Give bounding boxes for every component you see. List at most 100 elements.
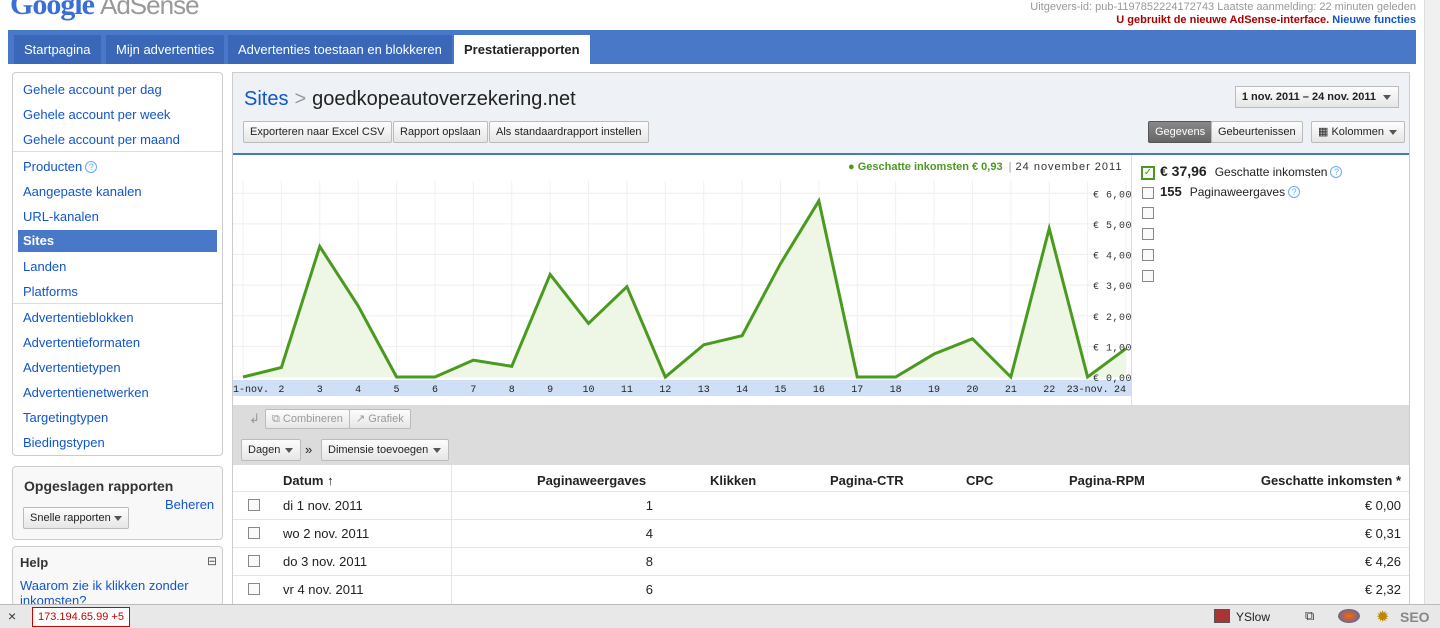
sidebar-item-ad-types[interactable]: Advertentietypen bbox=[23, 360, 121, 375]
save-report-button[interactable]: Rapport opslaan bbox=[393, 121, 488, 143]
tab-performance-reports[interactable]: Prestatierapporten bbox=[454, 35, 590, 64]
sidebar-item-bid-types[interactable]: Biedingstypen bbox=[23, 435, 105, 450]
metric-checkbox[interactable] bbox=[1142, 186, 1154, 199]
sidebar-item-sites[interactable]: Sites bbox=[18, 230, 217, 252]
tab-my-ads[interactable]: Mijn advertenties bbox=[106, 35, 225, 64]
combine-button[interactable]: ⧉ Combineren bbox=[265, 409, 350, 429]
data-point[interactable] bbox=[394, 374, 400, 380]
earnings-chart[interactable]: € 0,00 € 1,00 € 2,00 € 3,00 € 4,00 € 5,00 € 6,… bbox=[233, 155, 1131, 407]
export-csv-button[interactable]: Exporteren naar Excel CSV bbox=[243, 121, 392, 143]
data-point[interactable] bbox=[662, 374, 668, 380]
help-icon[interactable]: ? bbox=[85, 161, 98, 173]
col-pageviews[interactable]: Paginaweergaves bbox=[537, 473, 647, 488]
data-point[interactable] bbox=[777, 261, 783, 267]
col-page-ctr[interactable]: Pagina-CTR bbox=[830, 473, 904, 488]
x-tick-label: 22 bbox=[1043, 385, 1055, 396]
col-page-rpm[interactable]: Pagina-RPM bbox=[1069, 473, 1145, 488]
sidebar-item-ad-formats[interactable]: Advertentieformaten bbox=[23, 335, 141, 350]
ip-address-badge[interactable]: 173.194.65.99 +5 bbox=[32, 607, 130, 627]
data-point[interactable] bbox=[240, 374, 246, 380]
data-point[interactable] bbox=[624, 284, 630, 290]
table-row[interactable]: vr 4 nov. 2011 6 € 2,32 bbox=[233, 575, 1409, 603]
date-range-dropdown[interactable]: 1 nov. 2011 – 24 nov. 2011 bbox=[1234, 86, 1399, 108]
data-point[interactable] bbox=[1008, 374, 1014, 380]
gear-icon[interactable]: ✹ bbox=[1376, 609, 1390, 626]
col-date[interactable]: Datum ↑ bbox=[283, 473, 334, 488]
data-point[interactable] bbox=[739, 333, 745, 339]
close-icon[interactable]: × bbox=[8, 608, 17, 624]
events-toggle-button[interactable]: Gebeurtenissen bbox=[1211, 121, 1303, 143]
data-point[interactable] bbox=[432, 374, 438, 380]
table-row[interactable]: di 1 nov. 2011 1 € 0,00 bbox=[233, 491, 1409, 519]
data-point[interactable] bbox=[893, 374, 899, 380]
new-features-link[interactable]: Nieuwe functies bbox=[1332, 14, 1416, 26]
sidebar-item-account-month[interactable]: Gehele account per maand bbox=[23, 132, 180, 147]
tab-home[interactable]: Startpagina bbox=[14, 35, 101, 64]
metric-checkbox[interactable] bbox=[1142, 227, 1154, 240]
data-point[interactable] bbox=[1046, 225, 1052, 231]
data-point[interactable] bbox=[278, 365, 284, 371]
breadcrumb-sites-link[interactable]: Sites bbox=[244, 88, 289, 110]
help-link[interactable]: Waarom zie ik klikken zonder inkomsten? bbox=[20, 578, 189, 606]
table-row[interactable]: wo 2 nov. 2011 4 € 0,31 bbox=[233, 519, 1409, 547]
sidebar-item-account-day[interactable]: Gehele account per dag bbox=[23, 82, 162, 97]
metric-checkbox[interactable] bbox=[1142, 248, 1154, 261]
data-point[interactable] bbox=[816, 198, 822, 204]
quick-reports-dropdown[interactable]: Snelle rapporten bbox=[23, 507, 129, 529]
sidebar-item-custom-channels[interactable]: Aangepaste kanalen bbox=[23, 184, 142, 199]
undo-arrow-icon[interactable]: ↲ bbox=[249, 411, 260, 426]
data-point[interactable] bbox=[969, 336, 975, 342]
sidebar-item-ad-units[interactable]: Advertentieblokken bbox=[23, 310, 134, 325]
yslow-icon[interactable] bbox=[1214, 609, 1230, 623]
sidebar-item-products[interactable]: Producten? bbox=[23, 159, 98, 174]
sidebar-item-account-week[interactable]: Gehele account per week bbox=[23, 107, 171, 122]
metric-checkbox[interactable] bbox=[1142, 206, 1154, 219]
adsense-logo[interactable]: Google AdSense bbox=[10, 0, 200, 21]
data-toggle-button[interactable]: Gegevens bbox=[1148, 121, 1213, 143]
sidebar-item-platforms[interactable]: Platforms bbox=[23, 284, 78, 299]
firebug-icon[interactable] bbox=[1338, 609, 1360, 623]
col-clicks[interactable]: Klikken bbox=[710, 473, 757, 488]
data-point[interactable] bbox=[355, 303, 361, 309]
yslow-label[interactable]: YSlow bbox=[1236, 610, 1271, 624]
help-icon[interactable]: ? bbox=[1288, 186, 1301, 198]
data-point[interactable] bbox=[931, 351, 937, 357]
row-checkbox[interactable] bbox=[248, 527, 260, 539]
columns-dropdown[interactable]: ▦ Kolommen bbox=[1311, 121, 1406, 143]
page-scrollbar[interactable] bbox=[1424, 0, 1440, 604]
data-point[interactable] bbox=[547, 271, 553, 277]
metric-checkbox[interactable] bbox=[1142, 269, 1154, 282]
col-cpc[interactable]: CPC bbox=[966, 473, 994, 488]
collapse-icon[interactable]: ⊟ bbox=[206, 554, 217, 568]
set-default-report-button[interactable]: Als standaardrapport instellen bbox=[489, 121, 649, 143]
sidebar-item-countries[interactable]: Landen bbox=[23, 259, 67, 274]
sidebar-item-targeting-types[interactable]: Targetingtypen bbox=[23, 410, 109, 425]
row-checkbox[interactable] bbox=[248, 555, 260, 567]
help-title: Help bbox=[20, 555, 49, 570]
sidebar-item-url-channels[interactable]: URL-kanalen bbox=[23, 209, 99, 224]
window-icon[interactable]: ⧉ bbox=[1305, 608, 1315, 623]
x-tick-label: 17 bbox=[851, 385, 863, 396]
data-point[interactable] bbox=[509, 363, 515, 369]
add-dimension-dropdown[interactable]: Dimensie toevoegen bbox=[321, 439, 450, 461]
metric-checkbox[interactable]: ✓ bbox=[1142, 166, 1154, 179]
tab-allow-block-ads[interactable]: Advertenties toestaan en blokkeren bbox=[228, 35, 452, 64]
data-point[interactable] bbox=[317, 244, 323, 250]
data-point[interactable] bbox=[470, 357, 476, 363]
help-icon[interactable]: ? bbox=[1330, 166, 1343, 178]
table-row[interactable]: do 3 nov. 2011 8 € 4,26 bbox=[233, 547, 1409, 575]
data-point[interactable] bbox=[854, 374, 860, 380]
days-dropdown[interactable]: Dagen bbox=[241, 439, 302, 461]
row-checkbox[interactable] bbox=[248, 583, 260, 595]
chevron-down-icon bbox=[433, 448, 442, 453]
series-line bbox=[242, 196, 1127, 380]
sidebar-item-ad-networks[interactable]: Advertentienetwerken bbox=[23, 385, 149, 400]
col-earnings[interactable]: Geschatte inkomsten * bbox=[1260, 473, 1401, 488]
row-checkbox[interactable] bbox=[248, 499, 260, 511]
data-point[interactable] bbox=[586, 320, 592, 326]
manage-link[interactable]: Beheren bbox=[165, 497, 215, 512]
graph-button[interactable]: ↗ Grafiek bbox=[349, 409, 411, 429]
data-point[interactable] bbox=[701, 342, 707, 348]
seo-icon[interactable]: SEO bbox=[1400, 609, 1430, 625]
data-point[interactable] bbox=[1085, 374, 1091, 380]
